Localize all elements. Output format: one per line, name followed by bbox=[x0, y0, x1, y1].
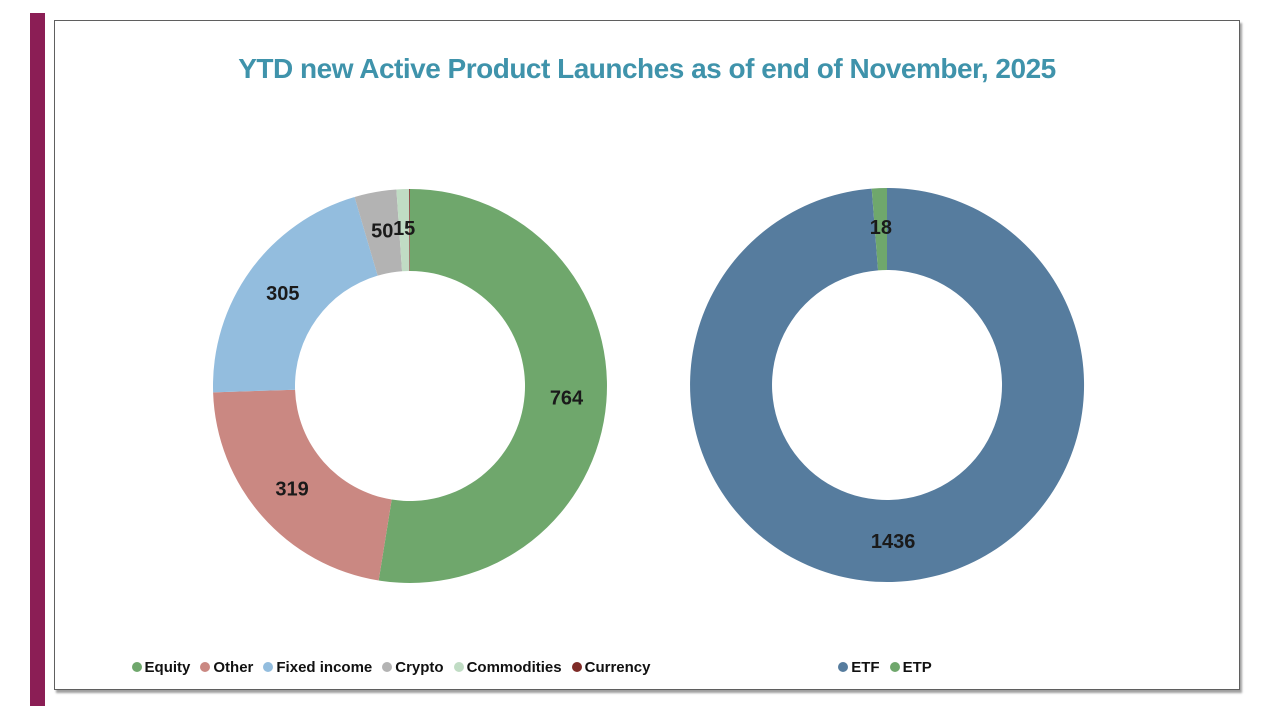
legend-label: ETF bbox=[851, 658, 880, 676]
legend-swatch-icon bbox=[838, 662, 849, 672]
legend-item-commodities: Commodities bbox=[453, 658, 562, 676]
legend-label: Crypto bbox=[395, 658, 444, 676]
donut-slice-currency bbox=[409, 188, 410, 271]
legend-swatch-icon bbox=[453, 662, 464, 672]
donut-chart-etf-etp: 1436 18 bbox=[687, 185, 1087, 585]
legend-swatch-icon bbox=[889, 662, 900, 672]
legend-swatch-icon bbox=[131, 662, 142, 672]
data-label-crypto: 50 bbox=[371, 221, 393, 243]
donut-slice-commodities bbox=[396, 189, 410, 272]
data-label-equity: 764 bbox=[550, 388, 584, 410]
slide: YTD new Active Product Launches as of en… bbox=[54, 20, 1240, 690]
data-label-commodities: 15 bbox=[393, 218, 415, 240]
data-label-other: 319 bbox=[275, 479, 308, 501]
legend-swatch-icon bbox=[571, 662, 582, 672]
legend-swatch-icon bbox=[382, 662, 393, 672]
legend-swatch-icon bbox=[200, 662, 211, 672]
data-label-etp: 18 bbox=[870, 217, 892, 239]
data-label-etf: 1436 bbox=[871, 531, 916, 553]
donut-slice-etf bbox=[690, 188, 1085, 582]
donut-slice-etp bbox=[871, 188, 887, 271]
legend-item-etf: ETF bbox=[838, 658, 880, 676]
legend-item-currency: Currency bbox=[571, 658, 651, 676]
legend-item-etp: ETP bbox=[889, 658, 932, 676]
donut-chart-asset-class: 764 319 305 50 15 bbox=[210, 186, 610, 586]
donut-slice-equity bbox=[378, 189, 607, 583]
legend-swatch-icon bbox=[263, 662, 274, 672]
legend-item-crypto: Crypto bbox=[382, 658, 444, 676]
legend-label: ETP bbox=[902, 658, 932, 676]
legend-etf-etp: ETF ETP bbox=[785, 658, 985, 676]
legend-label: Currency bbox=[584, 658, 651, 676]
donut-slice-crypto bbox=[354, 189, 403, 276]
legend-asset-class: Equity Other Fixed income Crypto Commodities… bbox=[131, 658, 650, 676]
donut-slice-other bbox=[213, 389, 392, 581]
donut-slice-fixed-income bbox=[212, 196, 378, 393]
legend-label: Equity bbox=[144, 658, 191, 676]
legend-label: Fixed income bbox=[276, 658, 373, 676]
legend-label: Commodities bbox=[466, 658, 562, 676]
legend-item-other: Other bbox=[200, 659, 253, 676]
legend-label: Other bbox=[213, 658, 254, 676]
legend-item-fixed-income: Fixed income bbox=[263, 659, 372, 676]
chart-title: YTD new Active Product Launches as of en… bbox=[238, 53, 1056, 84]
legend-item-equity: Equity bbox=[131, 658, 191, 676]
accent-bar bbox=[30, 13, 45, 706]
data-label-fixed-income: 305 bbox=[266, 283, 299, 305]
